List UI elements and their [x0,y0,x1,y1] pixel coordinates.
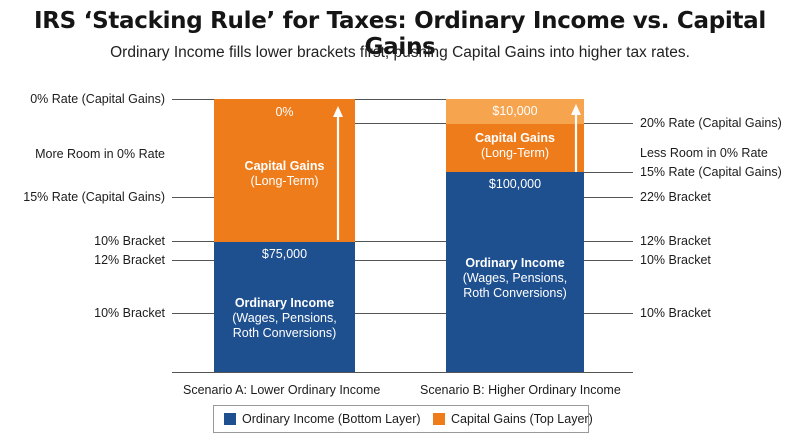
scenario-b-oi-label: Ordinary Income (Wages, Pensions, Roth C… [446,256,584,301]
scenario-b-label: Scenario B: Higher Ordinary Income [420,383,621,397]
guide-line [584,241,633,242]
scenario-b-capital-gains-block: Capital Gains (Long-Term) [446,124,584,172]
guide-line [584,260,633,261]
legend-label-ordinary-income: Ordinary Income (Bottom Layer) [242,412,421,426]
right-label-22pct-bracket: 22% Bracket [640,190,711,204]
left-label-0pct-cg: 0% Rate (Capital Gains) [30,92,165,106]
guide-line [355,260,446,261]
scenario-b-oi-head: Ordinary Income [465,256,565,270]
scenario-b-cg-sub: (Long-Term) [480,146,550,160]
scenario-a-cg-rate: 0% [275,105,294,119]
scenario-b-oi-amount: $100,000 [488,177,542,191]
right-label-12pct-bracket: 12% Bracket [640,234,711,248]
scenario-b-cg-top-amount: $10,000 [492,104,538,118]
legend-swatch-capital-gains [433,413,445,425]
scenario-a-capital-gains-block: 0% Capital Gains (Long-Term) [214,99,355,242]
scenario-a-up-arrow [333,106,343,240]
left-label-15pct-cg: 15% Rate (Capital Gains) [23,190,165,204]
guide-line [172,313,214,314]
right-label-10pct-bracket: 10% Bracket [640,253,711,267]
left-label-12pct-bracket: 12% Bracket [94,253,165,267]
guide-line [355,313,446,314]
scenario-b-oi-sub2: Roth Conversions) [463,286,567,300]
scenario-b-up-arrow [571,104,581,172]
left-label-10pct-bracket-low: 10% Bracket [94,306,165,320]
scenario-a-oi-sub2: Roth Conversions) [232,326,337,340]
baseline [172,372,633,373]
scenario-b-ordinary-income-block: $100,000 Ordinary Income (Wages, Pension… [446,172,584,372]
scenario-a-oi-amount: $75,000 [261,247,308,261]
scenario-a-cg-label: Capital Gains (Long-Term) [214,159,355,189]
right-label-15pct-cg: 15% Rate (Capital Gains) [640,165,782,179]
guide-line [584,197,633,198]
guide-line [355,241,446,242]
right-label-10pct-bracket-low: 10% Bracket [640,306,711,320]
scenario-a-oi-sub1: (Wages, Pensions, [232,311,337,325]
scenario-a-cg-sub: (Long-Term) [250,174,319,188]
chart-subtitle: Ordinary Income fills lower brackets fir… [110,44,690,61]
legend-label-capital-gains: Capital Gains (Top Layer) [451,412,593,426]
scenario-a-cg-head: Capital Gains [244,159,325,173]
right-label-less-room: Less Room in 0% Rate [640,146,768,160]
left-label-more-room: More Room in 0% Rate [35,147,165,161]
scenario-b-cg-label: Capital Gains (Long-Term) [446,131,584,161]
scenario-b-cg-head: Capital Gains [475,131,555,145]
right-label-20pct-cg: 20% Rate (Capital Gains) [640,116,782,130]
guide-line [172,241,214,242]
guide-line [584,313,633,314]
guide-line [172,197,214,198]
guide-line [172,99,214,100]
scenario-a-ordinary-income-block: $75,000 Ordinary Income (Wages, Pensions… [214,242,355,372]
legend-swatch-ordinary-income [224,413,236,425]
scenario-b-capital-gains-top-block: $10,000 [446,99,584,124]
left-label-10pct-bracket: 10% Bracket [94,234,165,248]
guide-line [355,99,446,100]
scenario-a-oi-head: Ordinary Income [234,296,335,310]
scenario-a-oi-label: Ordinary Income (Wages, Pensions, Roth C… [214,296,355,341]
legend: Ordinary Income (Bottom Layer) Capital G… [213,405,593,433]
guide-line [172,260,214,261]
guide-line [584,172,633,173]
scenario-b-oi-sub1: (Wages, Pensions, [462,271,568,285]
scenario-a-label: Scenario A: Lower Ordinary Income [183,383,381,397]
chart-title: IRS ‘Stacking Rule’ for Taxes: Ordinary … [34,8,766,60]
